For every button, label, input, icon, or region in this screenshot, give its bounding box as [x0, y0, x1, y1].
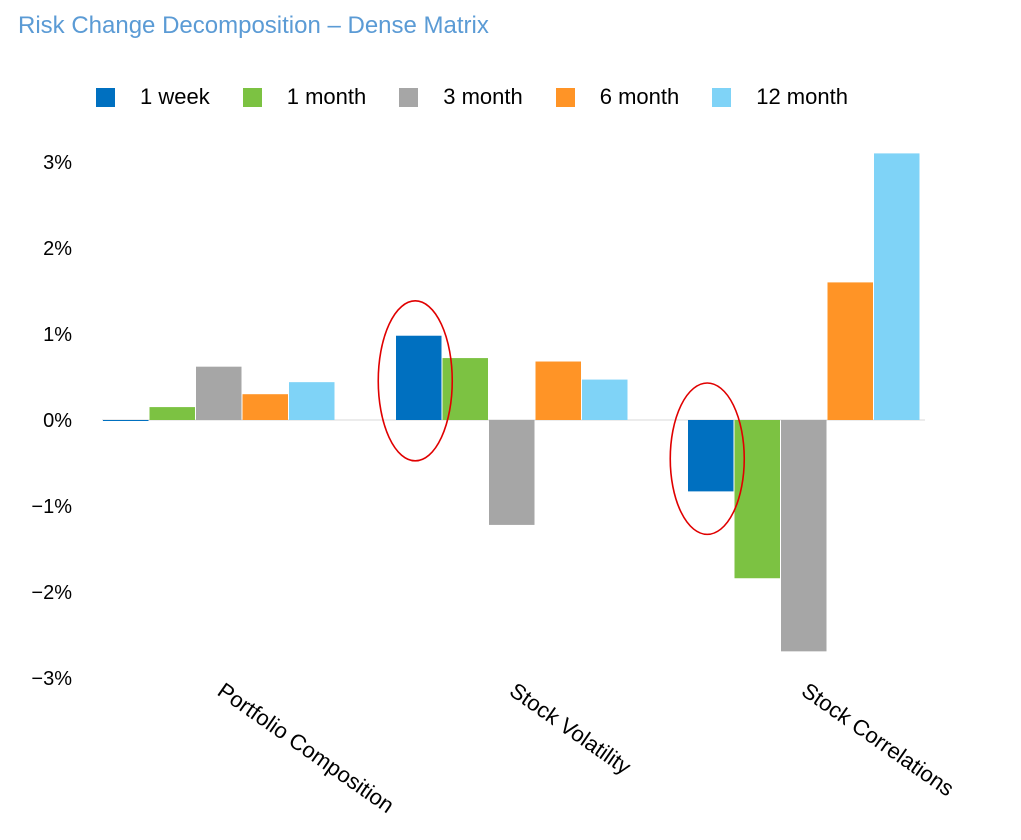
y-tick-label: 1% — [43, 324, 72, 346]
legend-item: 6 month — [555, 84, 680, 110]
bar — [242, 394, 288, 420]
category-label: Stock Correlations — [797, 678, 959, 802]
bar — [289, 382, 335, 420]
bar — [396, 335, 442, 420]
bar — [781, 420, 827, 652]
legend-item: 1 month — [242, 84, 367, 110]
bar — [535, 361, 581, 420]
bar — [827, 282, 873, 420]
legend-swatch — [242, 87, 262, 107]
legend: 1 week 1 month 3 month 6 month 12 month — [96, 84, 881, 110]
bar — [582, 379, 628, 420]
legend-label: 3 month — [443, 84, 523, 109]
y-tick-label: 0% — [43, 410, 72, 432]
bar — [489, 420, 535, 525]
chart-title: Risk Change Decomposition – Dense Matrix — [18, 12, 489, 39]
legend-swatch — [712, 87, 732, 107]
highlight-ellipse — [669, 382, 746, 536]
y-tick-label: 2% — [43, 238, 72, 260]
y-tick-label: −1% — [31, 496, 72, 518]
highlight-ellipse — [377, 300, 454, 462]
legend-label: 1 month — [286, 84, 367, 109]
bar — [688, 420, 734, 492]
category-label: Portfolio Composition — [213, 678, 399, 818]
category-label: Stock Volatility — [505, 678, 636, 780]
legend-item: 1 week — [96, 84, 210, 110]
legend-label: 12 month — [756, 84, 848, 109]
legend-swatch — [399, 87, 419, 107]
y-tick-label: 3% — [43, 152, 72, 174]
bar — [103, 420, 149, 421]
legend-label: 1 week — [140, 84, 210, 109]
legend-item: 12 month — [712, 84, 848, 110]
legend-swatch — [96, 87, 115, 107]
bar — [874, 153, 920, 420]
bar — [149, 407, 195, 420]
legend-swatch — [555, 87, 575, 107]
legend-label: 6 month — [599, 84, 680, 109]
y-tick-label: −3% — [31, 668, 72, 690]
bar — [196, 366, 242, 420]
y-tick-label: −2% — [31, 582, 72, 604]
legend-item: 3 month — [399, 84, 523, 110]
bar — [734, 420, 780, 579]
